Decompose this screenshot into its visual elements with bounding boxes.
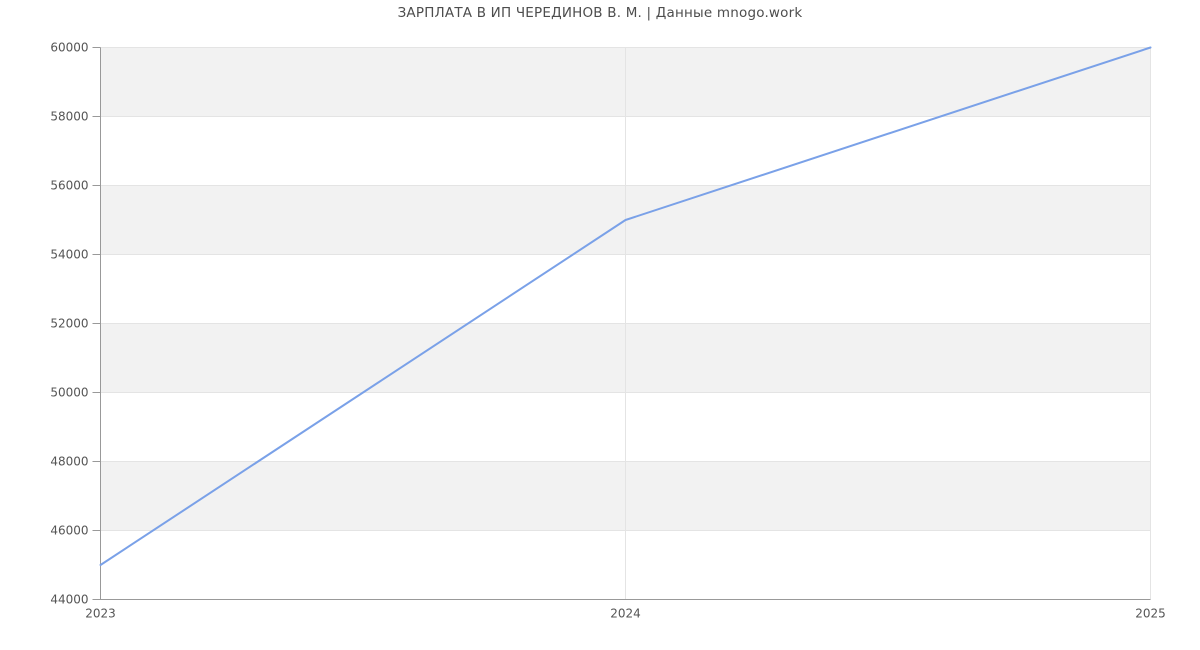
salary-series-line — [99, 46, 1152, 566]
y-tick-label: 60000 — [50, 41, 88, 55]
y-tick-label: 58000 — [50, 110, 88, 124]
x-tick-label: 2023 — [85, 607, 116, 621]
x-tick-label: 2024 — [610, 607, 641, 621]
x-tick-label: 2025 — [1135, 607, 1166, 621]
y-tick-label: 50000 — [50, 386, 88, 400]
chart-title: ЗАРПЛАТА В ИП ЧЕРЕДИНОВ В. М. | Данные m… — [397, 5, 803, 21]
y-tick-label: 54000 — [50, 248, 88, 262]
y-tick-label: 56000 — [50, 179, 88, 193]
y-tick-label: 48000 — [50, 455, 88, 469]
y-tick-label: 46000 — [50, 524, 88, 538]
y-tick-label: 44000 — [50, 593, 88, 607]
y-tick-label: 52000 — [50, 317, 88, 331]
